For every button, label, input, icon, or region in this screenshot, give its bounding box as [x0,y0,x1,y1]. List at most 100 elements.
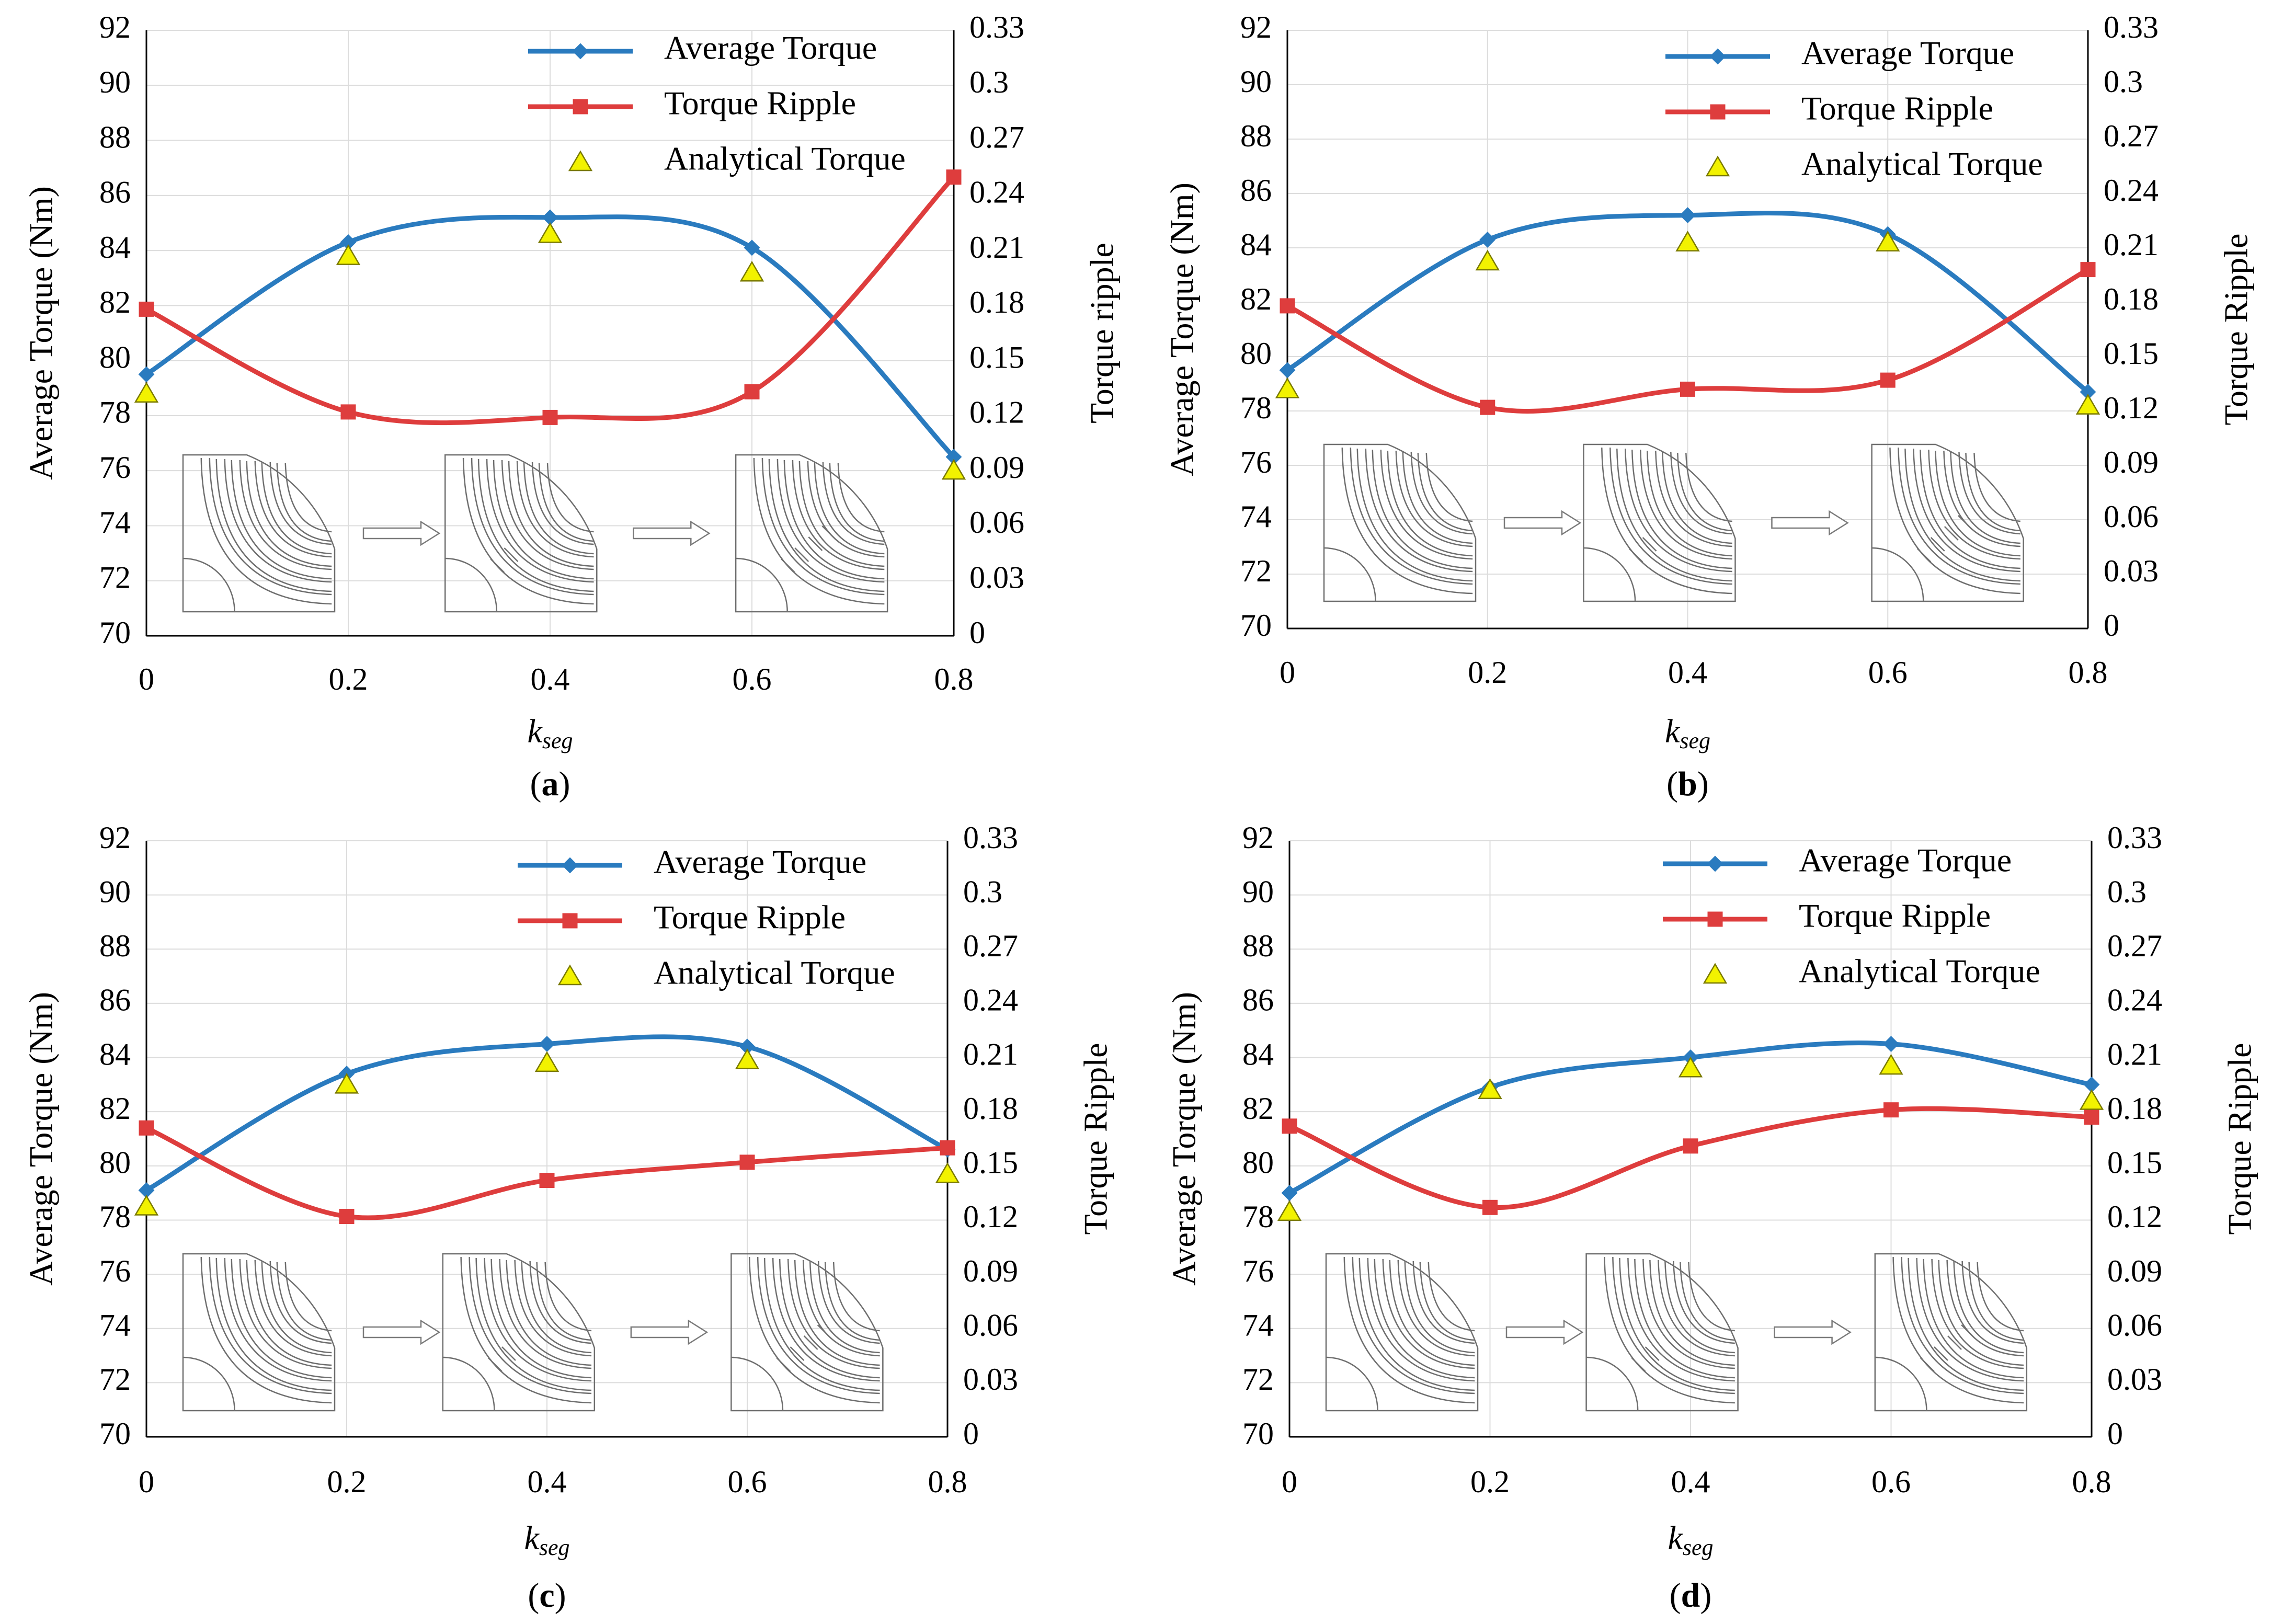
y-tick-label: 70 [1242,1416,1274,1451]
flux-barrier [224,1257,332,1382]
y-tick-label: 76 [99,1254,131,1288]
flux-barrier [469,1256,592,1394]
point-analytical-torque [334,1072,359,1094]
point-average-torque [744,239,760,256]
y-tick-label: 70 [99,1416,131,1451]
flux-barrier [1380,449,1473,560]
shaft-arc [736,557,788,612]
shaft-arc [1323,547,1376,602]
panel-caption: (c) [528,1576,566,1615]
x-tick-label: 0.4 [1671,1465,1710,1499]
point-analytical-torque [134,1195,159,1216]
point-average-torque [1479,231,1496,248]
flux-barrier [1649,1260,1735,1366]
x-axis-label: kseg [527,713,573,753]
y2-tick-label: 0.09 [2107,1254,2162,1288]
flux-barrier [809,1261,880,1354]
flux-barrier [1950,451,2020,544]
x-tick-label: 0.6 [728,1465,767,1499]
y2-tick-label: 0.12 [2107,1199,2162,1234]
flux-barrier [544,1262,592,1332]
triangle-marker-icon [568,150,593,171]
shaft-arc [1871,547,1924,602]
diamond-marker-icon [1709,48,1726,65]
point-torque-ripple [1282,1118,1297,1134]
y2-tick-label: 0.24 [2107,983,2162,1017]
x-tick-label: 0.4 [531,662,570,696]
flux-barrier [1965,452,2020,532]
y-tick-label: 84 [1242,1037,1274,1071]
flux-barrier [1923,1259,2024,1379]
flux-barrier [531,462,594,545]
flux-barrier [1412,1261,1475,1344]
y-tick-label: 82 [99,1091,131,1126]
shaft-arc [1875,1356,1927,1411]
flux-barrier [1404,1261,1475,1354]
panel-caption: (d) [1670,1576,1712,1615]
flux-barrier [783,460,885,580]
x-tick-label: 0.8 [928,1465,967,1499]
flux-barrier [486,459,594,583]
y-tick-label: 80 [99,340,131,374]
y-tick-label: 84 [99,1037,131,1071]
flux-barrier [832,1262,880,1332]
point-average-torque [138,366,155,383]
flux-barrier [772,1257,880,1382]
segment-bridge [490,558,505,573]
flux-barrier [536,1262,592,1341]
flux-barrier [501,460,594,570]
flux-barrier [829,463,885,542]
point-torque-ripple [2084,1110,2099,1125]
right-arrow-icon [633,520,711,546]
y2-tick-label: 0.15 [2107,1146,2162,1180]
flux-barrier [777,459,885,583]
legend-label-torque-ripple: Torque Ripple [1801,90,1993,127]
y2-tick-label: 0.3 [963,874,1002,909]
flux-barrier [239,460,332,570]
panel-caption: (a) [530,765,570,803]
rotor-sketch [182,454,336,613]
flux-barrier [1612,1256,1735,1394]
y2-tick-label: 0.06 [969,505,1024,540]
x-tick-label: 0.8 [2072,1465,2111,1499]
flux-barrier [460,1256,592,1404]
segment-bridge [1930,537,1945,552]
y-tick-label: 72 [99,560,131,594]
shaft-arc [182,557,235,612]
y2-tick-label: 0.06 [963,1308,1018,1342]
flux-barrier [1688,1262,1735,1332]
rotor-sketch [1585,1253,1739,1412]
x-tick-label: 0 [139,1465,154,1499]
y-tick-label: 80 [99,1146,131,1180]
flux-barrier [1356,448,1473,582]
right-arrow-icon [1503,510,1582,536]
rotor-sketch [1874,1253,2028,1412]
y2-tick-label: 0.33 [963,820,1018,855]
point-analytical-torque [1478,1078,1502,1099]
flux-barrier [1609,447,1732,585]
flux-barrier [1341,447,1473,594]
flux-barrier [462,458,594,605]
point-analytical-torque [941,459,966,480]
point-analytical-torque [735,1048,760,1069]
shaft-arc [445,557,498,612]
flux-barrier [1655,450,1732,547]
y-tick-label: 92 [99,820,131,855]
y2-axis-label: Torque Ripple [2218,234,2255,426]
flux-barrier [471,458,594,596]
square-marker-icon [1710,104,1726,120]
square-marker-icon [562,913,578,929]
legend-label-average-torque: Average Torque [664,29,877,66]
flux-barrier [1889,447,2020,594]
flux-barrier [1402,451,1473,544]
y2-tick-label: 0.33 [2107,820,2162,855]
y2-tick-label: 0 [963,1416,979,1451]
y2-tick-label: 0.09 [963,1254,1018,1288]
diamond-marker-icon [562,857,578,874]
y-tick-label: 92 [99,10,131,44]
segment-bridge [1631,1357,1646,1372]
y-tick-label: 74 [1240,499,1272,534]
flux-barrier [506,1260,592,1366]
segment-bridge [776,1357,791,1372]
y2-tick-label: 0.03 [2104,554,2159,588]
